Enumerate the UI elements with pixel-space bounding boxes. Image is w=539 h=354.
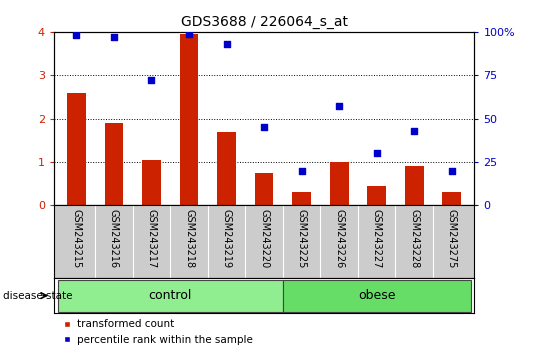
Bar (405, 166, 424, 205)
Bar (217, 132, 236, 205)
Point (147, 78, 156, 83)
Point (410, 128, 419, 133)
Bar (67, 93, 86, 205)
Bar (443, 192, 461, 205)
Point (72, 33, 81, 38)
Point (109, 34, 118, 40)
Point (372, 150, 381, 156)
Text: GSM243225: GSM243225 (296, 209, 307, 268)
Text: GSM243215: GSM243215 (72, 209, 81, 268)
Point (335, 104, 343, 109)
Point (447, 168, 456, 173)
Bar (179, 34, 198, 205)
Text: control: control (149, 289, 192, 302)
Text: GSM243220: GSM243220 (259, 209, 269, 268)
Text: GSM243216: GSM243216 (109, 209, 119, 268)
Bar (368, 186, 386, 205)
Text: GSM243217: GSM243217 (147, 209, 156, 268)
Text: GSM243275: GSM243275 (447, 209, 457, 268)
Point (260, 124, 268, 130)
Point (185, 31, 194, 36)
Text: disease state: disease state (3, 291, 72, 301)
Text: GSM243219: GSM243219 (222, 209, 232, 268)
Bar (283, 280, 471, 312)
Title: GDS3688 / 226064_s_at: GDS3688 / 226064_s_at (181, 16, 348, 29)
Legend: transformed count, percentile rank within the sample: transformed count, percentile rank withi… (59, 315, 257, 349)
Bar (105, 123, 123, 205)
Text: GSM243226: GSM243226 (334, 209, 344, 268)
Text: obese: obese (358, 289, 396, 302)
Bar (292, 192, 311, 205)
Point (222, 41, 231, 47)
Bar (255, 173, 273, 205)
Point (298, 168, 306, 173)
Text: GSM243227: GSM243227 (372, 209, 382, 268)
Bar (142, 160, 161, 205)
Bar (58, 280, 283, 312)
Text: GSM243218: GSM243218 (184, 209, 194, 268)
Bar (330, 162, 349, 205)
Text: GSM243228: GSM243228 (409, 209, 419, 268)
